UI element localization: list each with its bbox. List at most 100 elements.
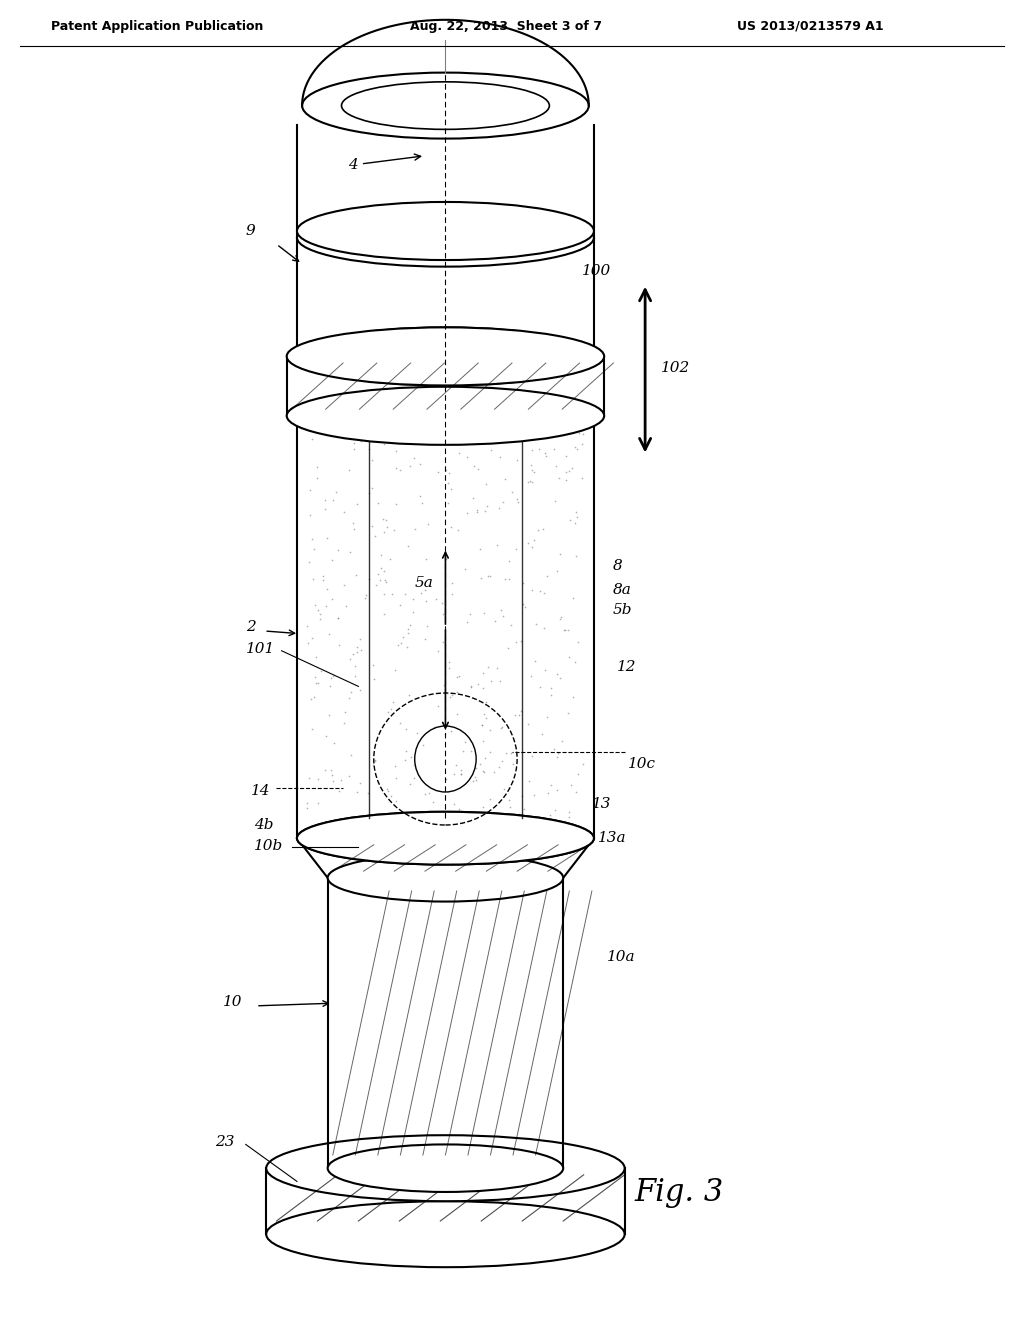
Point <box>487 611 504 632</box>
Point <box>386 519 402 540</box>
Point <box>525 462 542 483</box>
Ellipse shape <box>328 854 563 902</box>
Point <box>468 770 484 791</box>
Point <box>400 685 417 706</box>
Point <box>566 512 583 533</box>
Point <box>446 793 463 814</box>
Point <box>523 440 540 461</box>
Point <box>549 746 565 767</box>
Point <box>397 750 414 771</box>
Point <box>493 671 509 692</box>
Point <box>313 660 330 681</box>
Point <box>349 781 366 803</box>
Point <box>345 432 361 453</box>
Point <box>377 570 393 591</box>
Point <box>397 583 414 605</box>
Point <box>511 803 527 824</box>
Point <box>443 583 460 605</box>
Point <box>465 771 481 792</box>
Point <box>376 561 392 582</box>
Point <box>417 628 433 649</box>
Point <box>412 454 428 475</box>
Point <box>316 759 333 780</box>
Text: US 2013/0213579 A1: US 2013/0213579 A1 <box>737 20 884 33</box>
Point <box>543 677 559 698</box>
Point <box>303 688 319 709</box>
Point <box>524 746 541 767</box>
Point <box>311 603 328 624</box>
Point <box>475 760 492 781</box>
Point <box>563 457 580 478</box>
Point <box>497 469 513 490</box>
Point <box>472 539 488 560</box>
Point <box>495 717 511 738</box>
Point <box>400 536 417 557</box>
Point <box>509 488 525 510</box>
Point <box>561 510 578 531</box>
Point <box>453 763 469 784</box>
Point <box>392 459 409 480</box>
Point <box>556 619 572 640</box>
Point <box>478 708 495 729</box>
Point <box>548 424 564 445</box>
Point <box>549 779 565 800</box>
Point <box>435 675 452 696</box>
Point <box>568 545 585 566</box>
Point <box>563 775 580 796</box>
Point <box>490 756 507 777</box>
Point <box>321 624 337 645</box>
Point <box>495 491 511 512</box>
Point <box>352 678 369 700</box>
Point <box>387 659 403 680</box>
Point <box>470 458 486 479</box>
Point <box>359 418 376 440</box>
Point <box>324 549 340 570</box>
Point <box>529 519 546 540</box>
Point <box>478 473 495 494</box>
Text: 8a: 8a <box>612 583 631 597</box>
Point <box>392 632 409 653</box>
Point <box>392 808 409 829</box>
Point <box>310 768 327 789</box>
Point <box>309 599 326 620</box>
Point <box>536 519 552 540</box>
Point <box>342 744 358 766</box>
Point <box>441 686 458 708</box>
Point <box>331 420 347 441</box>
Point <box>513 785 529 807</box>
Point <box>373 557 389 578</box>
Point <box>317 726 334 747</box>
Point <box>476 704 493 725</box>
Point <box>388 441 404 462</box>
Point <box>401 614 418 635</box>
Point <box>388 791 404 812</box>
Point <box>304 628 321 649</box>
Point <box>465 487 481 508</box>
Point <box>442 516 459 537</box>
Point <box>463 677 479 698</box>
Point <box>542 804 558 825</box>
Point <box>476 762 493 783</box>
Point <box>504 480 520 502</box>
Point <box>438 768 455 789</box>
Text: 8: 8 <box>612 560 623 573</box>
Point <box>553 607 569 628</box>
Point <box>467 758 483 779</box>
Point <box>516 799 532 820</box>
Point <box>513 631 529 652</box>
Text: 10b: 10b <box>254 840 284 853</box>
Point <box>397 430 414 451</box>
Point <box>378 572 394 593</box>
Point <box>412 486 428 507</box>
Point <box>315 570 332 591</box>
Point <box>482 719 499 741</box>
Point <box>450 667 466 688</box>
Point <box>561 801 578 822</box>
Point <box>325 488 341 510</box>
Ellipse shape <box>297 327 594 385</box>
Point <box>451 799 467 820</box>
Point <box>493 446 509 467</box>
Point <box>413 582 429 603</box>
Point <box>462 603 478 624</box>
Point <box>469 502 485 523</box>
